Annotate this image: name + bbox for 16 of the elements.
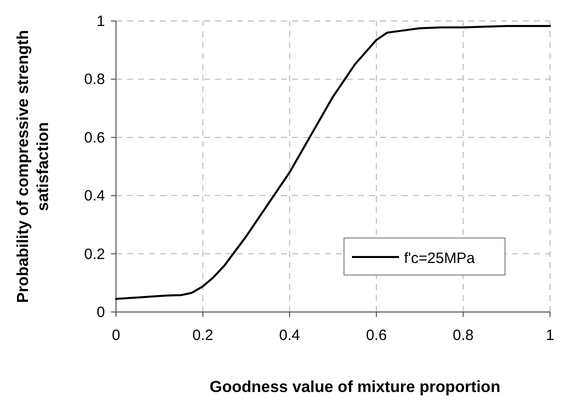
- legend-label: f'c=25MPa: [404, 250, 476, 267]
- x-tick-label: 0.6: [366, 327, 387, 344]
- x-tick-label: 0: [112, 327, 120, 344]
- y-axis-title: Probability of compressive strength satisfaction: [15, 30, 52, 303]
- line-series: [115, 24, 551, 300]
- x-tick-label: 0.2: [192, 327, 214, 344]
- y-tick-label: 0.2: [84, 246, 105, 263]
- y-tick-label: 0.4: [84, 188, 105, 205]
- y-tick-label: 0: [96, 304, 105, 321]
- y-tick-label: 0.8: [84, 71, 105, 88]
- y-tick-label: 0.6: [84, 129, 105, 146]
- x-tick-label: 0.4: [279, 327, 300, 344]
- x-tick-label: 0.8: [452, 327, 474, 344]
- x-axis-title: Goodness value of mixture proportion: [210, 379, 500, 396]
- x-tick-label: 1: [546, 327, 554, 344]
- y-tick-label: 1: [96, 13, 105, 30]
